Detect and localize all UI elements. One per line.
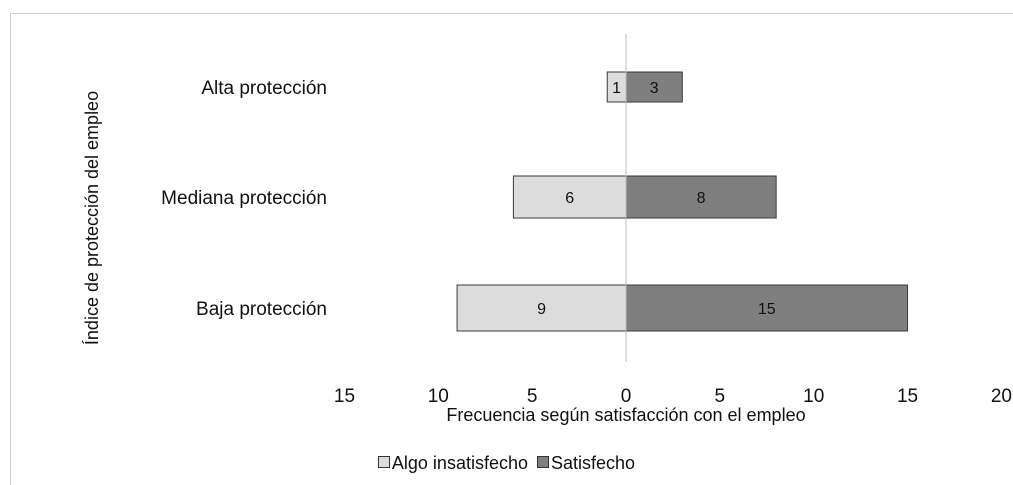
x-tick-label: 10 <box>803 386 824 407</box>
x-tick-labels: 15 10 5 0 5 10 15 20 <box>334 386 1012 407</box>
bar-satisfecho-0 <box>625 71 683 103</box>
data-label: 9 <box>537 301 546 318</box>
frame-top-border <box>10 13 1013 14</box>
category-label: Mediana protección <box>161 188 327 209</box>
legend-label: Satisfecho <box>551 453 636 473</box>
x-tick-label: 5 <box>527 386 538 407</box>
bar-algo-insatisfecho-1 <box>512 175 627 219</box>
frame-left-border <box>10 13 11 485</box>
bars-layer <box>456 34 909 362</box>
x-tick-label: 10 <box>428 386 449 407</box>
x-tick-label: 5 <box>715 386 726 407</box>
legend: Algo insatisfecho Satisfecho <box>0 453 1013 474</box>
x-axis-title: Frecuencia según satisfacción con el emp… <box>446 405 805 425</box>
bar-satisfecho-2 <box>625 284 909 332</box>
x-tick-label: 20 <box>991 386 1012 407</box>
y-axis-title: Índice de protección del empleo <box>82 91 102 345</box>
category-label: Alta protección <box>201 78 327 99</box>
legend-swatch-light-gray <box>377 456 390 468</box>
labels-layer: 1 3 Alta protección 6 8 Mediana protección 9 15… <box>161 78 776 320</box>
category-label: Baja protección <box>196 299 327 320</box>
data-label: 3 <box>650 80 659 97</box>
data-label: 6 <box>565 190 574 207</box>
legend-swatch-dark-gray <box>537 456 550 468</box>
x-tick-label: 0 <box>621 386 632 407</box>
legend-label: Algo insatisfecho <box>391 453 528 473</box>
bar-satisfecho-1 <box>625 175 777 219</box>
legend-item-satisfecho: Satisfecho <box>537 453 635 474</box>
data-label: 1 <box>612 80 621 97</box>
data-label: 8 <box>697 190 706 207</box>
data-label: 15 <box>758 301 776 318</box>
legend-item-algo-insatisfecho: Algo insatisfecho <box>377 453 528 474</box>
x-tick-label: 15 <box>334 386 355 407</box>
x-tick-label: 15 <box>897 386 918 407</box>
